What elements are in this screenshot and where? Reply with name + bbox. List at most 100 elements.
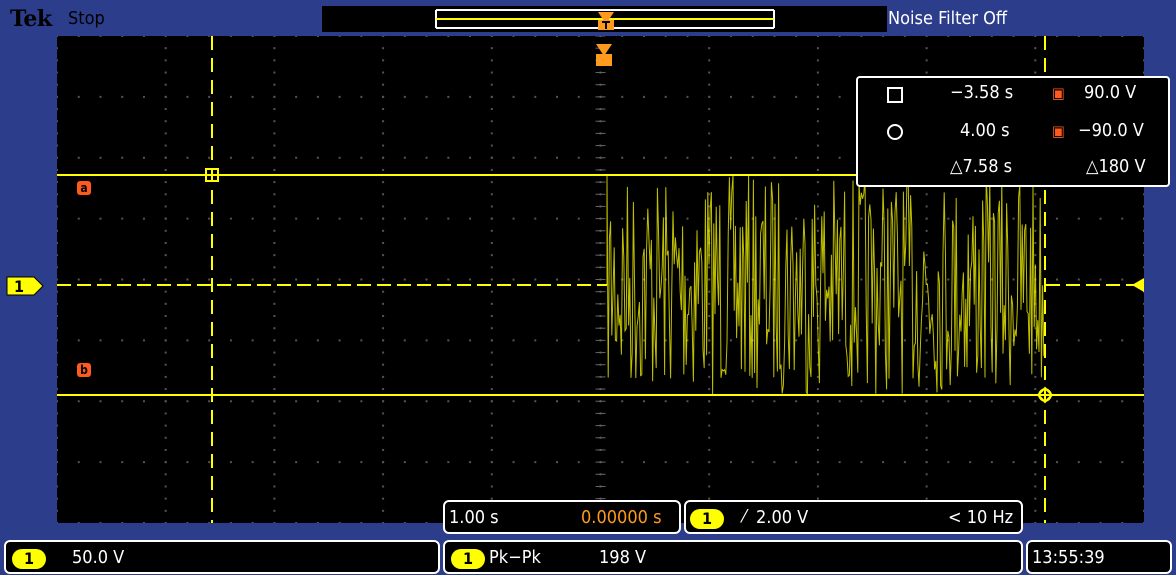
grid-dot [1077,36,1080,37]
grid-dot [338,522,341,523]
grid-dot [164,120,167,123]
grid-dot [251,36,254,37]
grid-dot [273,400,276,403]
grid-dot [990,217,993,220]
grid-dot [816,181,819,184]
grid-dot [925,278,928,281]
grid-dot [816,241,819,244]
grid-dot [729,400,732,403]
measurement-panel[interactable]: 1 Pk−Pk 198 V [443,540,1023,574]
grid-dot [273,47,276,50]
grid-dot [251,278,254,281]
grid-dot [1143,522,1144,523]
grid-dot [121,400,124,403]
grid-dot [57,254,58,257]
grid-dot [490,412,493,415]
grid-dot [708,461,711,464]
grid-dot [1034,400,1037,403]
channel-1-scale-panel[interactable]: 1 50.0 V [4,540,440,574]
grid-dot [490,473,493,476]
grid-dot [1143,315,1144,318]
grid-dot [382,205,385,208]
grid-dot [273,217,276,220]
grid-dot [925,266,928,269]
grid-dot [816,473,819,476]
grid-dot [512,400,515,403]
grid-dot [816,375,819,378]
grid-dot [925,388,928,391]
grid-dot [1056,339,1059,342]
grid-dot [925,461,928,464]
grid-dot [816,485,819,488]
channel-1-ground-marker[interactable]: 1 [6,275,44,297]
grid-dot [295,522,298,523]
grid-dot [816,47,819,50]
grid-dot [816,193,819,196]
grid-dot [534,339,537,342]
grid-dot [664,36,667,37]
grid-dot [708,351,711,354]
grid-dot [1012,36,1015,37]
grid-dot [57,400,58,403]
grid-dot [403,36,406,37]
grid-dot [664,156,667,159]
grid-dot [816,36,819,37]
grid-dot [1143,400,1144,403]
grid-dot [164,132,167,135]
grid-dot [1143,375,1144,378]
grid-dot [947,400,950,403]
clock-time: 13:55:39 [1032,547,1105,568]
grid-dot [1034,315,1037,318]
circle-cursor-icon [887,124,903,140]
grid-dot [316,461,319,464]
cursor-1-square-marker[interactable] [205,168,219,182]
grid-dot [795,461,798,464]
grid-dot [1143,241,1144,244]
grid-dot [164,327,167,330]
grid-dot [164,363,167,366]
grid-dot [1034,254,1037,257]
grid-dot [925,59,928,62]
grid-dot [1099,461,1102,464]
grid-dot [708,193,711,196]
grid-dot [947,217,950,220]
grid-dot [164,290,167,293]
cursor-2-diamond-marker[interactable] [1036,386,1054,404]
grid-dot [1077,400,1080,403]
grid-dot [816,132,819,135]
grid-dot [164,485,167,488]
grid-dot [556,217,559,220]
grid-dot [164,217,167,220]
grid-dot [360,95,363,98]
grid-dot [969,36,972,37]
grid-dot [273,509,276,512]
grid-dot [99,156,102,159]
grid-dot [1143,229,1144,232]
grid-dot [338,339,341,342]
grid-dot [273,241,276,244]
grid-dot [642,36,645,37]
trigger-readout-panel[interactable]: 1 ⁄ 2.00 V < 10 Hz [684,500,1023,534]
grid-dot [838,217,841,220]
horizontal-readout-panel[interactable]: 1.00 s 0.00000 s [443,500,681,534]
grid-dot [1143,36,1144,37]
grid-dot [251,461,254,464]
grid-dot [490,363,493,366]
grid-dot [925,302,928,305]
cursor-2-time-readout: 4.00 s [960,120,1010,141]
grid-dot [512,217,515,220]
grid-dot [512,95,515,98]
grid-dot [164,424,167,427]
grid-dot [925,473,928,476]
grid-dot [664,461,667,464]
grid-dot [925,412,928,415]
grid-dot [708,95,711,98]
grid-dot [1121,339,1124,342]
grid-dot [903,400,906,403]
grid-dot [490,278,493,281]
grid-dot [860,461,863,464]
grid-dot [360,461,363,464]
cursor-2-circle-marker[interactable] [1038,388,1052,402]
grid-dot [577,95,580,98]
grid-dot [164,168,167,171]
